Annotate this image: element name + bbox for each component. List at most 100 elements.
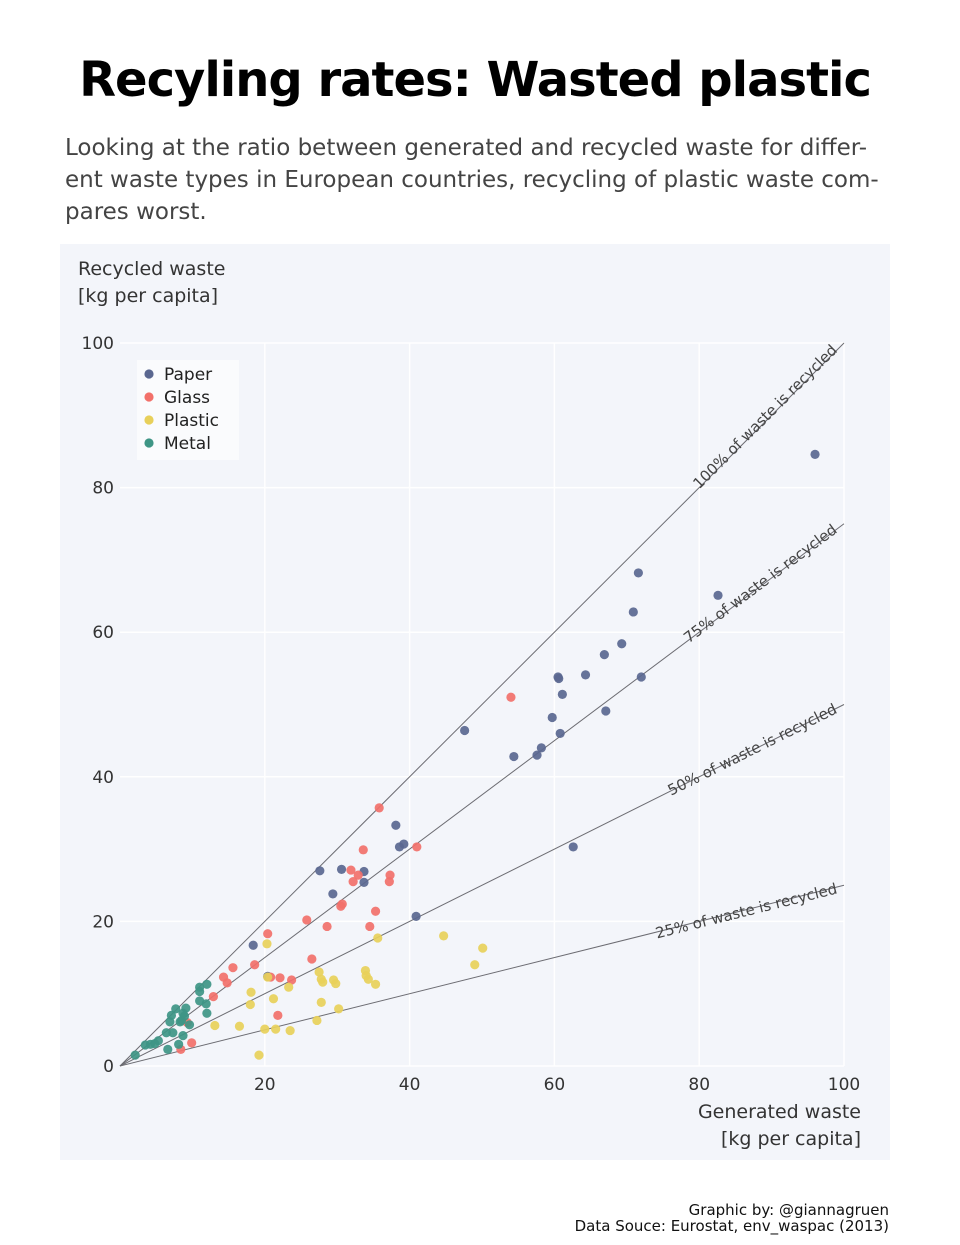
- data-point-plastic: [470, 960, 480, 970]
- data-point-plastic: [271, 1024, 281, 1034]
- data-point-glass: [208, 991, 218, 1002]
- x-tick-label: 100: [828, 1075, 860, 1095]
- data-point-plastic: [268, 994, 279, 1004]
- reference-line: [119, 523, 845, 1067]
- data-point-paper: [636, 672, 646, 682]
- legend-marker-plastic: [144, 415, 154, 425]
- data-point-paper: [536, 743, 546, 753]
- data-point-paper: [633, 568, 643, 578]
- data-point-paper: [336, 864, 347, 874]
- data-point-glass: [273, 1010, 283, 1020]
- data-point-paper: [617, 639, 627, 649]
- data-point-paper: [557, 689, 567, 699]
- data-point-glass: [286, 975, 297, 985]
- data-point-metal: [174, 1039, 184, 1049]
- data-point-paper: [460, 725, 470, 736]
- chart-title: Recyling rates: Wasted plastic: [79, 52, 872, 108]
- data-point-plastic: [254, 1050, 264, 1060]
- data-point-glass: [374, 803, 384, 813]
- data-point-plastic: [363, 974, 373, 984]
- data-point-metal: [195, 986, 205, 997]
- data-point-plastic: [263, 972, 273, 982]
- legend-label-plastic: Plastic: [164, 411, 219, 431]
- data-point-glass: [365, 921, 375, 932]
- data-point-plastic: [316, 997, 326, 1007]
- data-point-glass: [506, 692, 516, 702]
- x-tick-label: 80: [688, 1075, 710, 1095]
- y-tick-label: 80: [92, 479, 114, 499]
- y-tick-label: 20: [92, 912, 114, 932]
- data-point-metal: [168, 1028, 178, 1038]
- data-point-glass: [412, 842, 422, 852]
- x-axis-title: Generated waste: [698, 1101, 861, 1123]
- reference-line: [119, 884, 845, 1067]
- data-point-metal: [165, 1017, 175, 1027]
- data-point-paper: [532, 750, 542, 760]
- data-point-glass: [187, 1038, 197, 1048]
- data-point-metal: [175, 1017, 185, 1027]
- reference-line-label: 75% of waste is recycled: [680, 521, 840, 647]
- data-point-glass: [222, 978, 232, 988]
- reference-line: [119, 704, 845, 1067]
- reference-line: [119, 342, 845, 1067]
- reference-line-label: 100% of waste is recycled: [689, 341, 841, 492]
- legend-marker-glass: [144, 392, 154, 402]
- x-tick-label: 20: [254, 1075, 276, 1095]
- data-point-paper: [411, 911, 421, 921]
- y-tick-label: 60: [92, 623, 114, 643]
- legend-label-glass: Glass: [164, 388, 210, 408]
- data-point-glass: [228, 963, 238, 973]
- legend-box: [137, 360, 239, 460]
- data-point-plastic: [284, 982, 294, 992]
- chart-subtitle: Looking at the ratio between generated a…: [65, 132, 900, 228]
- data-point-paper: [394, 842, 405, 852]
- data-point-metal: [201, 999, 211, 1009]
- data-point-plastic: [234, 1021, 245, 1031]
- data-point-plastic: [439, 931, 449, 941]
- y-axis-title: Recycled waste: [78, 258, 225, 280]
- legend-label-paper: Paper: [164, 365, 212, 385]
- data-point-metal: [171, 1004, 181, 1014]
- y-tick-label: 100: [82, 334, 114, 354]
- data-point-glass: [358, 845, 368, 855]
- data-point-paper: [628, 607, 638, 617]
- legend-marker-metal: [144, 438, 154, 448]
- data-point-plastic: [262, 939, 272, 949]
- data-point-paper: [555, 728, 565, 739]
- data-point-glass: [263, 929, 273, 939]
- data-point-paper: [359, 877, 369, 887]
- data-point-plastic: [285, 1025, 295, 1036]
- data-point-plastic: [334, 1004, 344, 1014]
- data-point-paper: [509, 751, 519, 762]
- y-tick-label: 0: [103, 1057, 114, 1077]
- data-point-plastic: [331, 978, 341, 989]
- reference-line-label: 25% of waste is recycled: [654, 880, 839, 943]
- data-point-metal: [178, 1031, 188, 1041]
- data-point-plastic: [210, 1020, 220, 1031]
- data-point-paper: [248, 940, 258, 950]
- data-point-glass: [346, 865, 356, 875]
- data-point-plastic: [245, 999, 255, 1010]
- data-point-metal: [184, 1020, 195, 1030]
- axes: 20 40 60 80 100 0 20 40 60 80 100 Recycled waste [kg…: [78, 258, 861, 1150]
- data-points: [130, 449, 820, 1060]
- data-point-plastic: [370, 979, 381, 989]
- data-point-metal: [161, 1028, 171, 1038]
- legend-marker-paper: [144, 369, 154, 379]
- data-point-glass: [353, 870, 363, 880]
- data-point-glass: [275, 973, 285, 983]
- subtitle-text: Looking at the ratio between generated a…: [65, 135, 879, 225]
- data-point-paper: [713, 590, 723, 600]
- data-point-plastic: [246, 987, 256, 997]
- data-point-paper: [810, 449, 820, 459]
- data-point-paper: [599, 650, 609, 660]
- data-point-paper: [315, 866, 325, 876]
- data-point-glass: [348, 877, 358, 887]
- y-tick-label: 40: [92, 768, 114, 788]
- x-axis-title-unit: [kg per capita]: [721, 1128, 861, 1150]
- data-point-glass: [250, 960, 260, 970]
- credit-graphic: Graphic by: @giannagruen: [688, 1201, 889, 1219]
- data-point-paper: [547, 712, 557, 723]
- data-point-metal: [202, 1008, 212, 1018]
- data-point-metal: [163, 1044, 173, 1054]
